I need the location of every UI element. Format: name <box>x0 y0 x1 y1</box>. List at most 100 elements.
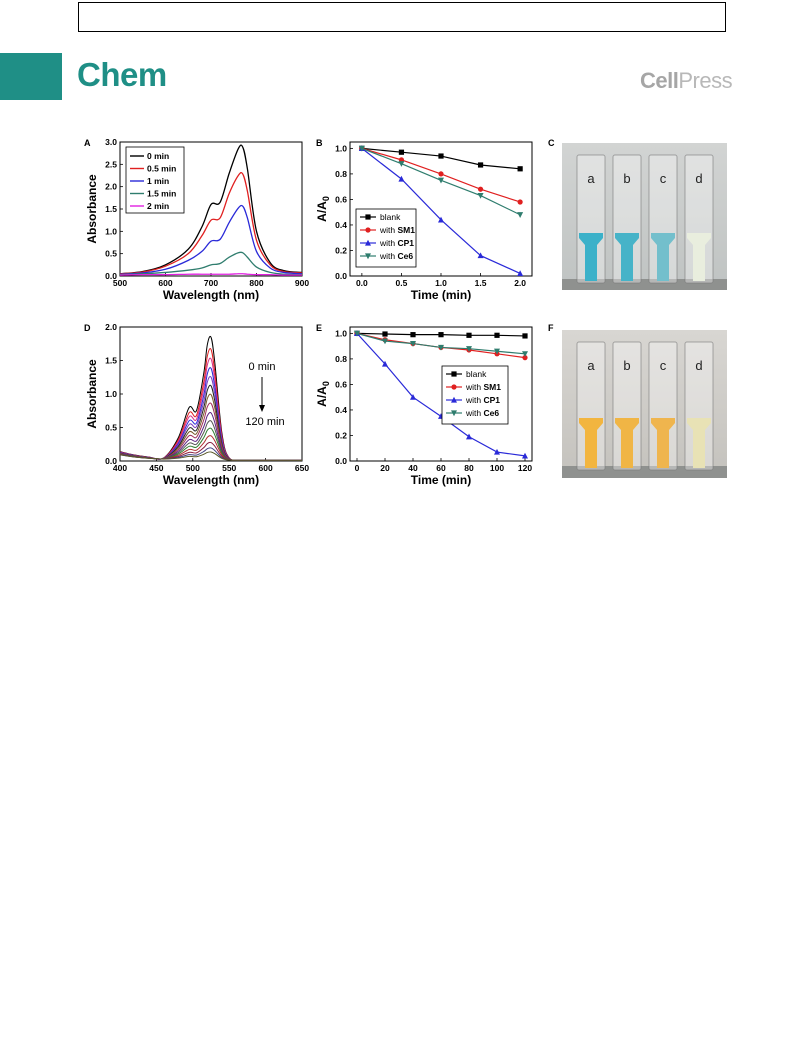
legend-label: with SM1 <box>465 382 501 392</box>
data-point <box>522 452 528 459</box>
spectrum-line <box>119 357 303 462</box>
data-point <box>477 193 484 199</box>
annotation-start-time: 0 min <box>249 361 276 373</box>
y-tick-label: 1.5 <box>105 356 117 366</box>
vial-liquid <box>579 418 603 468</box>
panel-label-c: C <box>548 138 555 148</box>
data-point <box>517 270 524 277</box>
chart-d-absorbance-spectra: 400 450 500 550 600 650 0.0 0.5 1.0 1.5 2.0 Wavelen… <box>85 322 309 487</box>
y-tick-label: 0.2 <box>335 245 347 255</box>
data-point <box>438 171 444 177</box>
y-tick-label: 0.5 <box>105 249 117 259</box>
series-line <box>119 273 303 276</box>
legend-marker <box>365 239 371 246</box>
data-point <box>494 348 500 355</box>
legend-label-part: with <box>465 395 481 405</box>
vial-label: b <box>623 358 630 373</box>
chart-a-absorbance-spectra: 500 600 700 800 900 0.0 0.5 1.0 1.5 2.0 2.5 3.0 Wave… <box>85 137 309 302</box>
legend-label: 1 min <box>147 176 169 186</box>
vial-label: a <box>587 358 595 373</box>
panel-label-f: F <box>548 323 554 333</box>
legend-label-part: with <box>379 225 395 235</box>
spectrum-line <box>119 335 303 462</box>
y-axis-label-subscript: 0 <box>321 196 331 201</box>
publisher-logo: CellPress <box>640 68 733 94</box>
y-tick-label: 0.8 <box>335 169 347 179</box>
data-point <box>517 199 523 205</box>
y-tick-label: 0.2 <box>335 430 347 440</box>
data-point <box>410 393 416 400</box>
y-tick-label: 0.6 <box>335 194 347 204</box>
y-tick-label: 2.5 <box>105 159 117 169</box>
data-point <box>477 162 484 168</box>
x-tick-label: 650 <box>295 463 309 473</box>
legend-box <box>125 146 185 214</box>
data-point <box>517 212 524 218</box>
data-point <box>466 332 472 338</box>
vial-liquid <box>651 233 675 281</box>
legend-label: with Ce6 <box>379 251 413 261</box>
legend-label: with SM1 <box>379 225 415 235</box>
legend-marker <box>451 410 457 417</box>
x-tick-label: 450 <box>149 463 163 473</box>
data-point <box>438 216 444 223</box>
legend-label-part: with <box>465 382 481 392</box>
x-tick-label: 1.0 <box>435 278 447 288</box>
x-tick-label: 60 <box>436 463 446 473</box>
journal-tab <box>0 53 62 100</box>
series-line <box>119 144 303 275</box>
data-point <box>466 433 472 440</box>
x-tick-label: 700 <box>204 278 218 288</box>
x-tick-label: 500 <box>113 278 127 288</box>
legend-marker <box>365 253 371 260</box>
x-tick-label: 0 <box>355 463 360 473</box>
x-tick-label: 40 <box>408 463 418 473</box>
header-box <box>78 2 726 32</box>
legend-label-part: with <box>465 408 481 418</box>
y-tick-label: 0.6 <box>335 379 347 389</box>
data-point <box>477 252 484 259</box>
vial-liquid <box>579 233 603 281</box>
data-point <box>466 346 472 352</box>
panel-label-a: A <box>84 138 91 148</box>
data-point <box>522 355 528 361</box>
legend-label-part: SM1 <box>395 225 415 235</box>
legend-label: with CP1 <box>465 395 500 405</box>
y-tick-label: 0.0 <box>105 271 117 281</box>
y-tick-label: 0.5 <box>105 423 117 433</box>
journal-brand: Chem <box>77 56 167 93</box>
x-tick-label: 600 <box>259 463 273 473</box>
vial-label: b <box>623 171 630 186</box>
x-tick-label: 20 <box>380 463 390 473</box>
panel-label-e: E <box>316 323 323 333</box>
data-point <box>438 344 444 351</box>
legend-label-part: CP1 <box>395 238 414 248</box>
x-tick-label: 800 <box>249 278 263 288</box>
panel-label-d: D <box>84 323 91 333</box>
bench-surface <box>562 279 727 290</box>
data-point <box>410 332 416 338</box>
photo-c-vials: a b c d <box>562 143 727 290</box>
vial-liquid <box>651 418 675 468</box>
vial <box>648 341 678 471</box>
x-tick-label: 100 <box>490 463 504 473</box>
data-point <box>382 338 388 345</box>
legend-marker <box>451 396 457 403</box>
legend-label: with CP1 <box>379 238 414 248</box>
vial-label: d <box>695 358 702 373</box>
vial-label: c <box>660 171 667 186</box>
y-tick-label: 0.0 <box>335 456 347 466</box>
x-axis-label: Wavelength (nm) <box>163 473 259 487</box>
legend-label: 0.5 min <box>147 164 176 174</box>
legend-label-part: Ce6 <box>395 251 413 261</box>
vial <box>684 341 714 471</box>
data-point <box>438 332 444 338</box>
series-line <box>119 171 303 275</box>
spectrum-line <box>119 451 303 461</box>
vial-liquid <box>615 233 639 281</box>
y-tick-label: 0.0 <box>105 456 117 466</box>
data-point <box>522 333 528 339</box>
legend-label-part: blank <box>466 369 487 379</box>
vial <box>684 154 714 284</box>
x-tick-label: 400 <box>113 463 127 473</box>
